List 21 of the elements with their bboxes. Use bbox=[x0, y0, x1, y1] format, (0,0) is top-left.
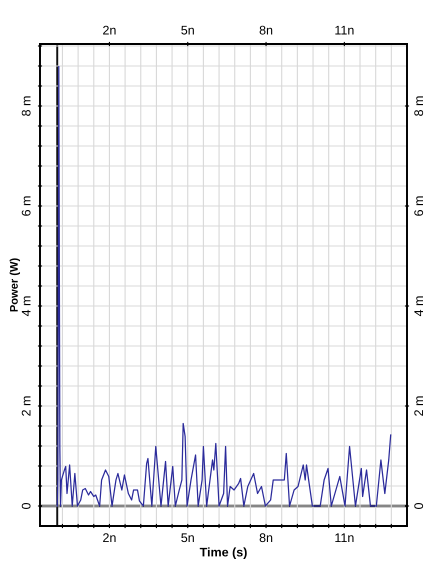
y2-tick-label: 0 bbox=[414, 503, 424, 509]
y-tick-label: 8 m bbox=[22, 96, 31, 116]
y-tick-label: 0 bbox=[22, 503, 31, 509]
x-tick-label: 2n bbox=[103, 533, 116, 542]
x2-tick-label: 5n bbox=[181, 26, 194, 35]
x-tick-label: 5n bbox=[181, 533, 194, 542]
x2-tick-label: 11n bbox=[335, 26, 354, 34]
x-axis-title: Time (s) bbox=[200, 547, 247, 560]
y-tick-label: 6 m bbox=[22, 196, 31, 216]
y2-tick-label: 6 m bbox=[414, 196, 424, 216]
x-tick-label: 8n bbox=[260, 533, 272, 542]
y2-tick-label: 4 m bbox=[414, 296, 424, 316]
y-tick-label: 4 m bbox=[22, 296, 30, 316]
y2-tick-label: 2 m bbox=[414, 396, 424, 416]
x-tick-label: 11n bbox=[335, 533, 354, 542]
x2-tick-label: 2n bbox=[103, 26, 116, 34]
y-tick-label: 2 m bbox=[22, 396, 30, 416]
line-series bbox=[56, 66, 392, 507]
y2-tick-label: 8 m bbox=[414, 96, 424, 116]
x2-tick-label: 8n bbox=[260, 26, 272, 35]
y-axis-title: Power (W) bbox=[10, 258, 20, 312]
